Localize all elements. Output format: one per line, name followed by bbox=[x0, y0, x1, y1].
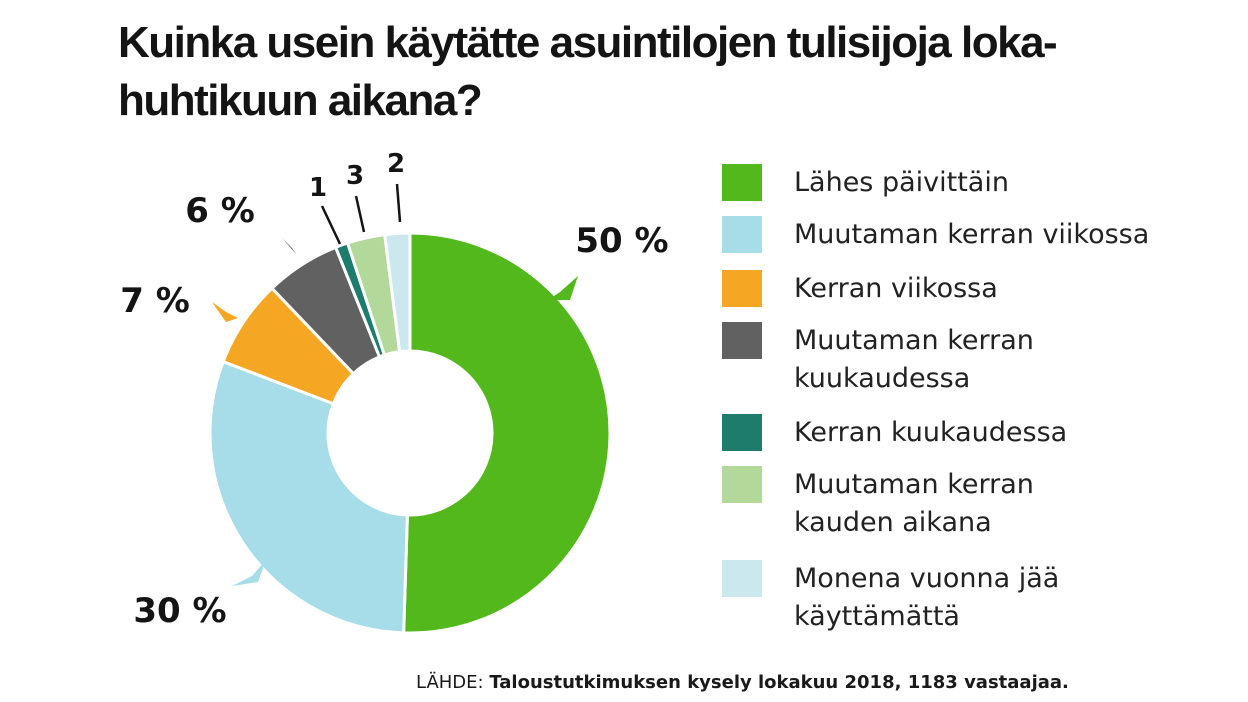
data-label: 6 % bbox=[185, 191, 255, 231]
legend-item: Kerran viikossa bbox=[722, 270, 1214, 308]
data-label: 30 % bbox=[133, 591, 226, 631]
pie-slice bbox=[402, 231, 612, 635]
source-note: LÄHDE: Taloustutkimuksen kysely lokakuu … bbox=[416, 672, 1069, 693]
legend-swatch bbox=[722, 466, 762, 503]
legend-label: Kerran kuukaudessa bbox=[794, 417, 1068, 448]
legend-label: Kerran viikossa bbox=[794, 273, 998, 304]
legend-swatch bbox=[722, 414, 762, 451]
legend-label: Muutaman kerran kuukaudessa bbox=[794, 325, 1034, 394]
label-pointer bbox=[282, 238, 300, 260]
pie-slice bbox=[383, 231, 412, 354]
legend-item: Muutaman kerran viikossa bbox=[722, 216, 1214, 254]
legend-label: Muutaman kerran viikossa bbox=[794, 219, 1150, 250]
legend-label: Lähes päivittäin bbox=[794, 167, 1009, 198]
label-leader-line bbox=[354, 195, 366, 233]
legend-item: Lähes päivittäin bbox=[722, 164, 1214, 202]
label-leader-line bbox=[320, 205, 342, 245]
legend-swatch bbox=[722, 322, 762, 359]
legend-label: Muutaman kerran kauden aikana bbox=[794, 469, 1034, 538]
legend-swatch bbox=[722, 560, 762, 597]
data-label: 50 % bbox=[575, 221, 668, 261]
legend-swatch bbox=[722, 164, 762, 201]
legend-swatch bbox=[722, 270, 762, 307]
data-label: 2 bbox=[387, 149, 405, 179]
chart-title: Kuinka usein käytätte asuintilojen tulis… bbox=[118, 18, 1058, 125]
label-pointer bbox=[212, 302, 238, 322]
label-leader-line bbox=[395, 183, 402, 223]
source-prefix: LÄHDE: bbox=[416, 672, 490, 693]
donut-chart: 50 % 30 % 7 % 6 % 1 3 2 bbox=[120, 149, 669, 635]
legend-label: Monena vuonna jää käyttämättä bbox=[794, 563, 1060, 632]
legend-item: Monena vuonna jää käyttämättä bbox=[722, 560, 1214, 636]
legend-swatch bbox=[722, 216, 762, 253]
pie-slice bbox=[208, 359, 409, 635]
source-text: Taloustutkimuksen kysely lokakuu 2018, 1… bbox=[489, 672, 1069, 693]
legend-item: Muutaman kerran kuukaudessa bbox=[722, 322, 1214, 398]
data-label: 7 % bbox=[120, 281, 190, 321]
legend-item: Muutaman kerran kauden aikana bbox=[722, 466, 1214, 542]
legend-item: Kerran kuukaudessa bbox=[722, 414, 1214, 452]
data-label: 1 bbox=[309, 173, 327, 203]
label-pointer bbox=[232, 560, 266, 586]
data-label: 3 bbox=[346, 161, 364, 191]
label-pointer bbox=[548, 276, 578, 300]
